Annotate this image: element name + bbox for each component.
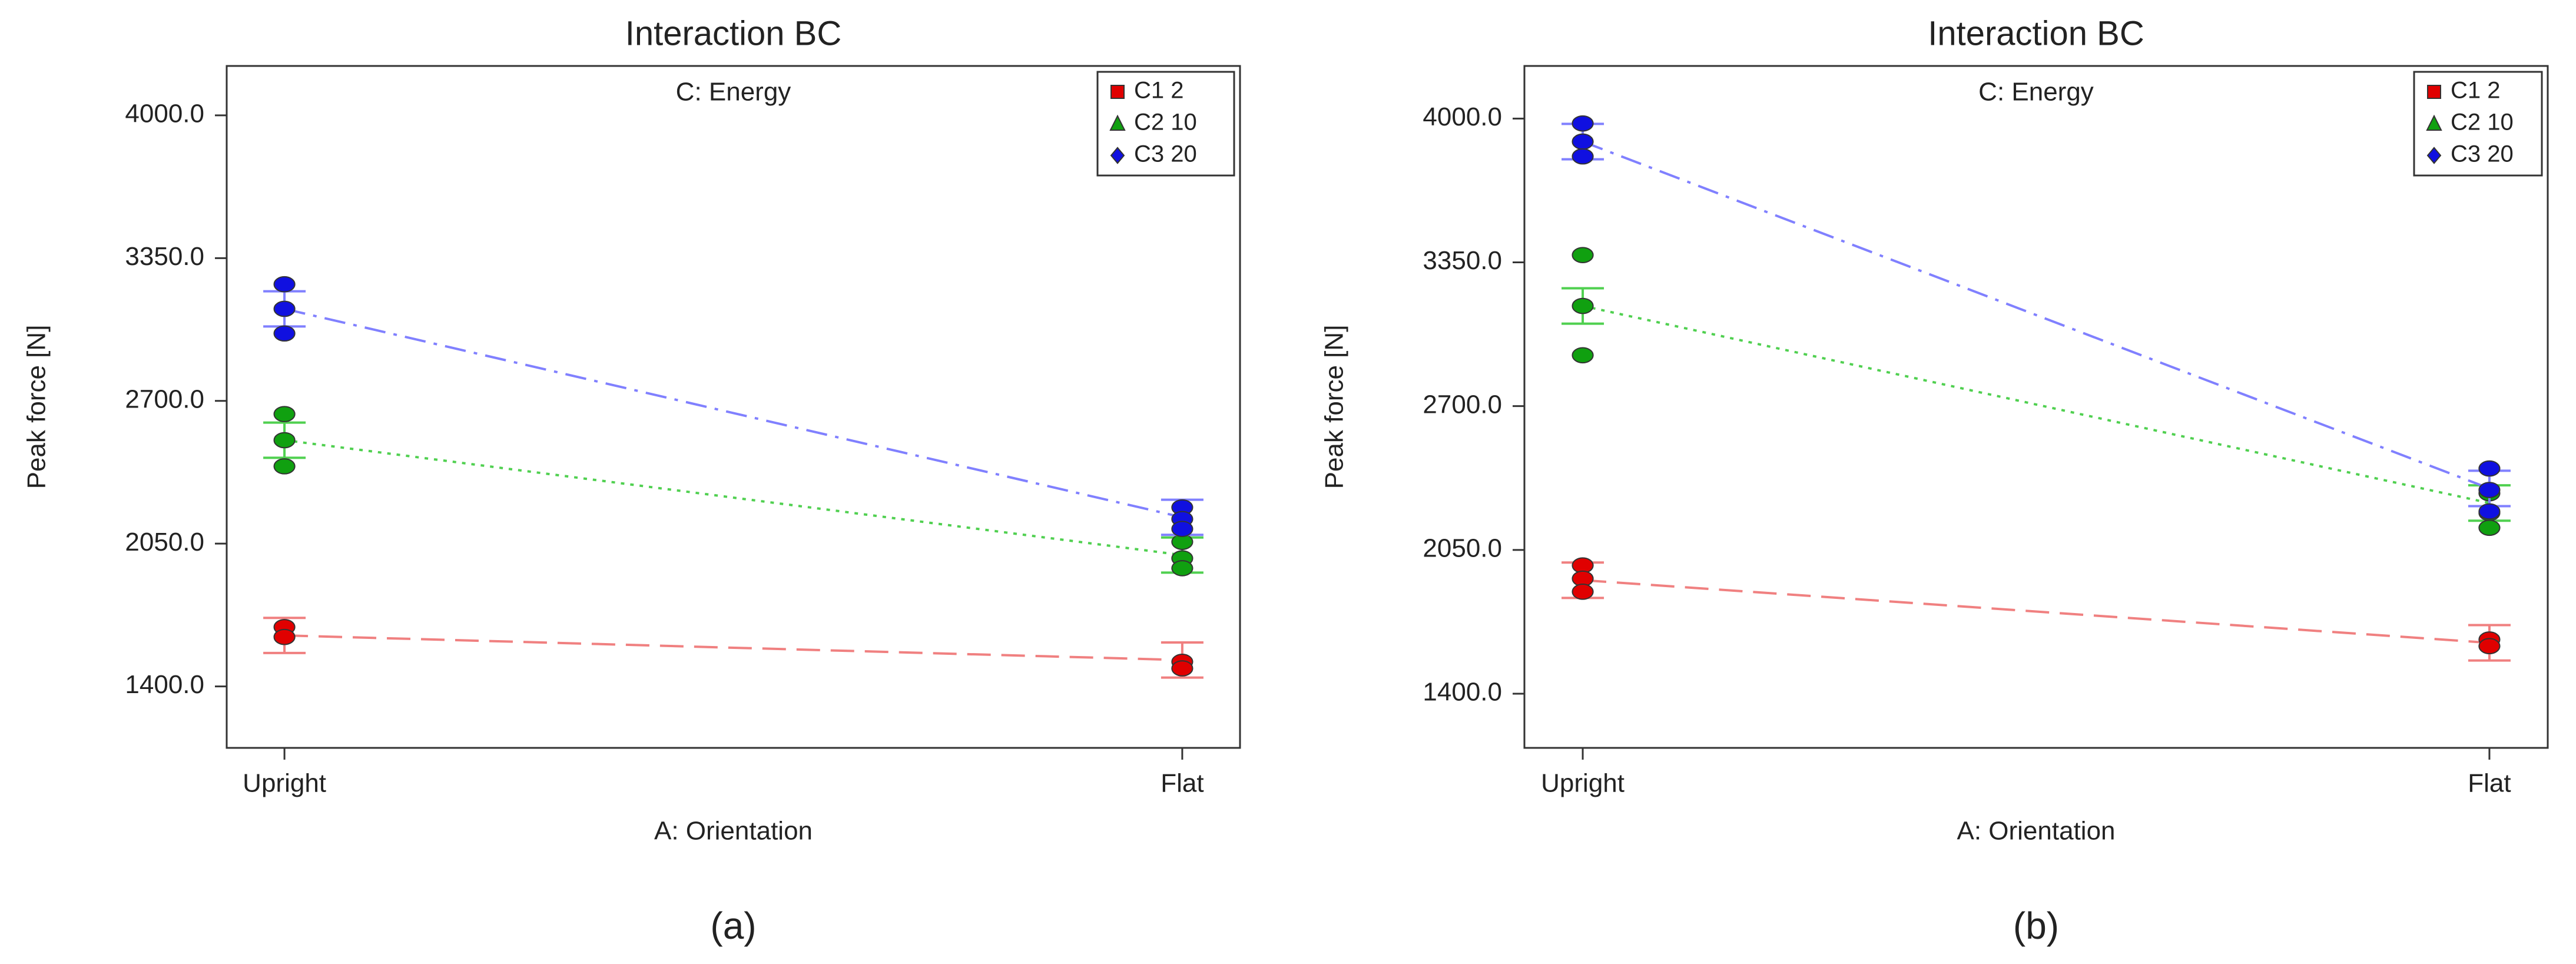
legend-marker — [2427, 85, 2441, 99]
point — [1572, 297, 1594, 314]
legend-label: C2 10 — [1134, 110, 1197, 135]
y-tick-label: 2050.0 — [125, 528, 204, 556]
plot-frame — [1523, 65, 2549, 749]
x-tick-label: Flat — [1161, 769, 1204, 798]
legend-marker — [1110, 147, 1125, 164]
mean-line — [1582, 304, 2490, 505]
legend-label: C2 10 — [2451, 110, 2514, 135]
y-tick-label: 2700.0 — [125, 385, 204, 413]
point — [1171, 660, 1193, 677]
legend-marker — [2426, 147, 2442, 164]
point — [1171, 521, 1193, 537]
point — [2478, 519, 2501, 536]
point — [2478, 503, 2501, 520]
y-tick-label: 1400.0 — [125, 670, 204, 699]
y-tick-label: 2700.0 — [1423, 390, 1502, 419]
chart-subtitle: C: Energy — [676, 78, 791, 107]
point — [2478, 482, 2501, 498]
y-tick-label: 1400.0 — [1423, 678, 1502, 707]
mean-line — [284, 307, 1183, 519]
mean-line — [284, 439, 1183, 556]
plot-frame — [226, 65, 1241, 749]
mean-line — [1582, 140, 2490, 490]
legend-marker — [2426, 114, 2442, 131]
y-tick-label: 4000.0 — [125, 100, 204, 128]
point — [273, 406, 296, 422]
x-tick-label: Upright — [1541, 769, 1624, 798]
y-tick-label: 2050.0 — [1423, 534, 1502, 562]
y-axis-label: Peak force [N] — [22, 325, 51, 489]
caption: (b) — [2013, 905, 2059, 947]
chart-title: Interaction BC — [1928, 14, 2144, 52]
caption: (a) — [710, 905, 756, 947]
point — [273, 325, 296, 342]
chart-title: Interaction BC — [625, 14, 842, 52]
y-tick-label: 3350.0 — [1423, 246, 1502, 275]
point — [273, 458, 296, 475]
y-tick-label: 4000.0 — [1423, 102, 1502, 131]
x-tick-label: Upright — [243, 769, 326, 798]
point — [1572, 347, 1594, 364]
chart-subtitle: C: Energy — [1978, 78, 2094, 107]
point — [1572, 115, 1594, 132]
mean-line — [1582, 579, 2490, 644]
legend-marker — [1109, 114, 1126, 131]
x-axis-label: A: Orientation — [654, 817, 813, 846]
point — [1171, 560, 1193, 577]
y-axis-label: Peak force [N] — [1320, 325, 1349, 489]
legend-label: C3 20 — [1134, 141, 1197, 167]
y-tick-label: 3350.0 — [125, 242, 204, 271]
point — [2478, 638, 2501, 655]
legend-label: C1 2 — [2451, 78, 2501, 104]
point — [1572, 148, 1594, 165]
legend-label: C1 2 — [1134, 78, 1184, 104]
mean-line — [284, 634, 1182, 661]
point — [1572, 584, 1594, 600]
x-axis-label: A: Orientation — [1957, 817, 2115, 846]
x-tick-label: Flat — [2468, 769, 2511, 798]
legend-label: C3 20 — [2451, 141, 2514, 167]
legend-marker — [1110, 85, 1125, 99]
point — [273, 300, 296, 317]
point — [273, 276, 296, 293]
point — [2478, 460, 2501, 477]
point — [273, 432, 296, 449]
point — [273, 628, 296, 645]
point — [1572, 133, 1594, 150]
point — [1572, 247, 1594, 263]
